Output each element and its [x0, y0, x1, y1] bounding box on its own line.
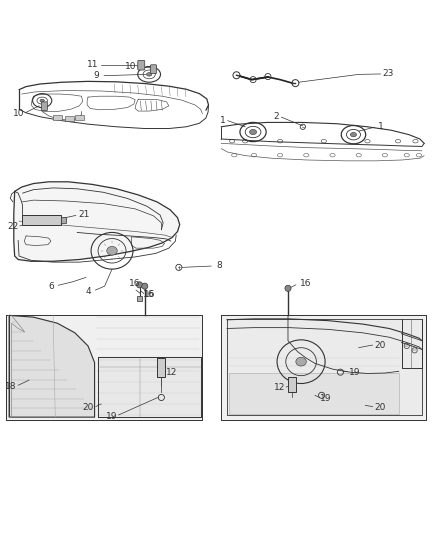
Bar — [61, 217, 66, 223]
FancyBboxPatch shape — [150, 65, 156, 74]
Ellipse shape — [250, 130, 257, 135]
Bar — [229, 373, 399, 414]
Bar — [65, 116, 74, 121]
Text: 10: 10 — [125, 62, 137, 71]
Ellipse shape — [350, 133, 357, 137]
Polygon shape — [227, 319, 422, 415]
Text: 6: 6 — [48, 281, 54, 290]
Ellipse shape — [137, 282, 143, 288]
Text: 1: 1 — [219, 116, 226, 125]
FancyBboxPatch shape — [138, 60, 145, 70]
Text: 12: 12 — [274, 383, 285, 392]
Ellipse shape — [40, 99, 44, 102]
Text: 22: 22 — [7, 222, 18, 231]
Text: 16: 16 — [144, 290, 156, 299]
Polygon shape — [221, 314, 426, 420]
Text: 12: 12 — [166, 368, 177, 377]
Text: 16: 16 — [142, 290, 154, 300]
Text: 18: 18 — [4, 382, 16, 391]
Bar — [288, 376, 296, 392]
Text: 16: 16 — [129, 279, 141, 288]
Bar — [157, 358, 165, 377]
Text: 1: 1 — [378, 122, 383, 131]
Text: 9: 9 — [93, 71, 99, 80]
Polygon shape — [14, 182, 180, 261]
Text: 20: 20 — [375, 341, 386, 350]
Text: 20: 20 — [82, 403, 94, 412]
FancyBboxPatch shape — [41, 102, 47, 111]
Text: 21: 21 — [79, 211, 90, 220]
Polygon shape — [6, 314, 202, 420]
Text: 11: 11 — [87, 60, 98, 69]
Polygon shape — [98, 357, 201, 417]
Text: 19: 19 — [320, 394, 332, 403]
Text: 20: 20 — [375, 403, 386, 412]
Text: 23: 23 — [383, 69, 394, 78]
Text: 16: 16 — [300, 279, 311, 288]
Ellipse shape — [285, 285, 291, 292]
Ellipse shape — [147, 72, 152, 76]
Ellipse shape — [142, 283, 148, 289]
Text: 8: 8 — [216, 261, 222, 270]
Text: 19: 19 — [106, 412, 118, 421]
Bar — [75, 115, 84, 120]
Bar — [53, 115, 62, 120]
Ellipse shape — [296, 357, 306, 366]
Bar — [21, 215, 61, 225]
Polygon shape — [10, 316, 95, 417]
Bar — [137, 296, 142, 302]
Text: 19: 19 — [349, 368, 360, 377]
Ellipse shape — [107, 246, 117, 255]
Text: 10: 10 — [13, 109, 25, 118]
Text: 4: 4 — [85, 287, 91, 296]
Text: 2: 2 — [273, 112, 279, 121]
